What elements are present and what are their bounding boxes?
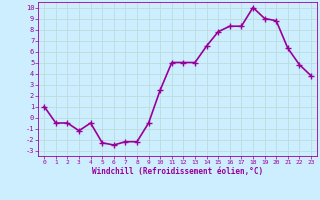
- X-axis label: Windchill (Refroidissement éolien,°C): Windchill (Refroidissement éolien,°C): [92, 167, 263, 176]
